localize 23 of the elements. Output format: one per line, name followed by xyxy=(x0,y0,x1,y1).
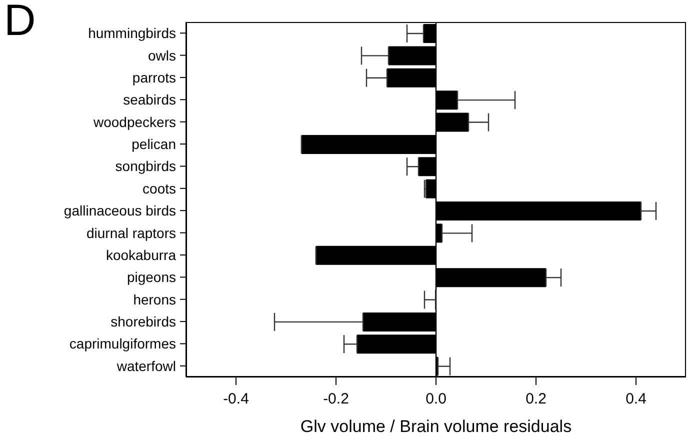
x-axis-title: Glv volume / Brain volume residuals xyxy=(300,417,572,436)
y-tick-label: gallinaceous birds xyxy=(64,202,176,219)
y-tick-label: woodpeckers xyxy=(92,114,176,130)
y-tick-label: songbirds xyxy=(115,158,176,174)
y-tick-label: coots xyxy=(142,180,176,196)
y-tick-label: hummingbirds xyxy=(88,25,176,42)
y-tick-label: caprimulgiformes xyxy=(69,336,176,352)
x-tick-label: 0.0 xyxy=(426,390,446,408)
y-tick-label: pigeons xyxy=(126,269,176,286)
y-tick-label: parrots xyxy=(132,69,176,86)
chart-title: D xyxy=(4,0,36,46)
y-tick-label: herons xyxy=(133,291,176,308)
y-tick-label: owls xyxy=(148,47,176,64)
y-tick-label: waterfowl xyxy=(116,358,176,374)
y-tick-label: seabirds xyxy=(123,92,176,108)
y-tick-label: diurnal raptors xyxy=(86,224,176,241)
x-tick-label: 0.2 xyxy=(526,390,546,408)
x-tick-label: -0.4 xyxy=(223,390,249,408)
y-tick-label: shorebirds xyxy=(110,314,176,330)
y-tick-label: kookaburra xyxy=(106,246,176,263)
x-tick-label: -0.2 xyxy=(323,390,349,408)
x-tick-label: 0.4 xyxy=(626,390,646,408)
y-tick-label: pelican xyxy=(132,136,176,152)
